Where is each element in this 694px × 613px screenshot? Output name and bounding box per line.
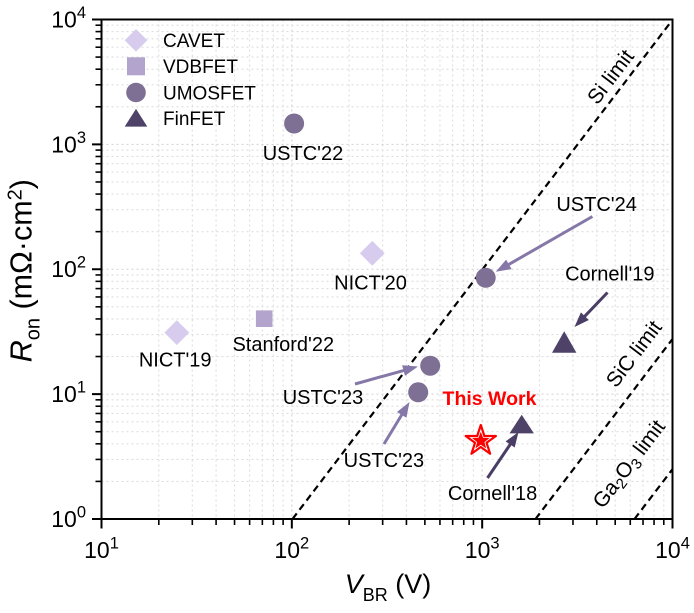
svg-text:UMOSFET: UMOSFET [163, 83, 256, 104]
svg-text:NICT'19: NICT'19 [139, 349, 212, 371]
svg-text:101: 101 [84, 535, 119, 564]
svg-text:Stanford'22: Stanford'22 [232, 334, 334, 356]
svg-text:USTC'24: USTC'24 [556, 194, 637, 216]
svg-text:This Work: This Work [443, 388, 537, 410]
svg-text:USTC'22: USTC'22 [263, 143, 344, 165]
svg-text:Cornell'19: Cornell'19 [565, 264, 654, 286]
svg-text:100: 100 [51, 504, 86, 533]
svg-text:USTC'23: USTC'23 [344, 450, 425, 472]
svg-text:VBR (V): VBR (V) [345, 569, 432, 605]
svg-text:NICT'20: NICT'20 [334, 273, 407, 295]
svg-text:Ron (mΩ·cm2): Ron (mΩ·cm2) [5, 179, 45, 362]
svg-text:USTC'23: USTC'23 [283, 387, 364, 409]
svg-text:FinFET: FinFET [163, 109, 226, 130]
svg-text:VDBFET: VDBFET [163, 57, 238, 78]
svg-text:CAVET: CAVET [163, 31, 225, 52]
svg-text:Cornell'18: Cornell'18 [448, 483, 537, 505]
